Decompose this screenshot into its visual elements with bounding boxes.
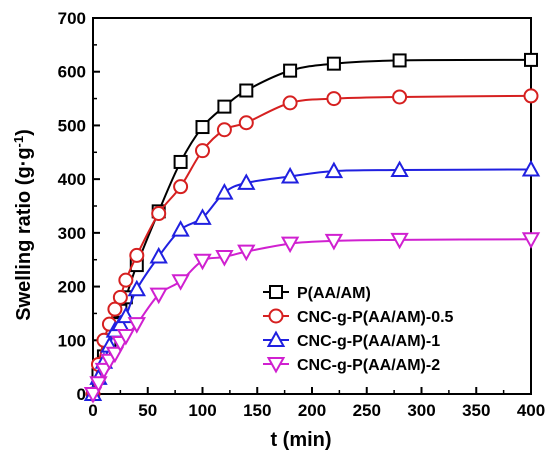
data-point	[326, 56, 341, 71]
data-point	[524, 52, 538, 67]
data-point	[392, 89, 408, 105]
data-point	[282, 95, 298, 111]
x-tick-label: 200	[298, 401, 326, 420]
legend-item: CNC-g-P(AA/AM)-1	[263, 330, 440, 350]
y-axis-title-end: )	[13, 129, 35, 136]
data-point	[215, 183, 234, 200]
data-point	[107, 301, 123, 317]
legend-marker	[266, 330, 286, 347]
data-point	[390, 232, 409, 250]
y-tick-label: 0	[77, 385, 86, 404]
data-point	[217, 99, 232, 114]
data-point	[237, 173, 256, 190]
legend-item: CNC-g-P(AA/AM)-0.5	[263, 308, 454, 326]
y-tick-label: 200	[58, 278, 86, 297]
data-point	[112, 289, 128, 305]
legend-label: CNC-g-P(AA/AM)-2	[297, 357, 440, 374]
data-point	[216, 122, 232, 138]
x-tick-label: 350	[462, 401, 490, 420]
legend-item: P(AA/AM)	[263, 285, 371, 302]
data-point	[127, 317, 146, 334]
data-point	[118, 272, 134, 288]
data-point	[116, 328, 136, 346]
series-2	[85, 88, 539, 402]
y-tick-label: 100	[58, 331, 86, 350]
data-point	[523, 88, 539, 104]
legend-item: CNC-g-P(AA/AM)-2	[263, 357, 440, 374]
y-axis-title-superscript: -1	[11, 136, 26, 148]
legend-marker	[266, 357, 286, 374]
data-point	[280, 166, 300, 184]
y-tick-label: 400	[58, 170, 86, 189]
y-tick-label: 600	[58, 63, 86, 82]
data-point	[521, 232, 541, 249]
x-axis-title: t (min)	[270, 429, 331, 451]
data-point	[149, 287, 168, 305]
data-point	[283, 63, 298, 78]
data-point	[521, 159, 541, 177]
data-point	[195, 143, 210, 159]
data-point	[94, 362, 114, 380]
data-point	[105, 346, 125, 364]
data-point	[324, 161, 344, 179]
data-point	[237, 244, 256, 262]
legend-marker	[269, 285, 283, 299]
data-point	[127, 279, 146, 297]
y-axis-title: Swelling ratio (g·g-1)	[11, 129, 35, 321]
legend-label: CNC-g-P(AA/AM)-1	[297, 333, 440, 350]
series-layer	[83, 52, 541, 404]
data-point	[173, 179, 189, 195]
data-point	[392, 53, 407, 68]
x-tick-label: 100	[188, 401, 216, 420]
data-point	[171, 274, 190, 291]
y-axis-ticks: 0 100 200 300 400 500 600 700	[58, 9, 100, 404]
data-point	[326, 91, 342, 107]
x-tick-label: 250	[353, 401, 381, 420]
data-point	[173, 154, 188, 169]
legend-label: CNC-g-P(AA/AM)-0.5	[297, 309, 454, 326]
data-point	[149, 246, 168, 264]
data-point	[193, 253, 212, 271]
x-tick-label: 150	[243, 401, 271, 420]
series-4	[83, 232, 541, 404]
data-point	[129, 247, 145, 263]
y-axis-title-main: Swelling ratio (g·g	[13, 147, 35, 320]
y-tick-label: 300	[58, 224, 86, 243]
y-tick-label: 700	[58, 9, 86, 28]
data-point	[89, 376, 108, 393]
data-point	[239, 83, 254, 98]
data-point	[215, 250, 234, 267]
data-point	[83, 387, 103, 404]
data-point	[280, 236, 300, 254]
x-axis-ticks: 0 50 100 150 200 250 300 350 400	[88, 387, 545, 420]
data-point	[171, 220, 190, 237]
data-point	[324, 233, 344, 251]
x-tick-label: 0	[88, 401, 97, 420]
x-tick-label: 50	[138, 401, 157, 420]
legend-marker	[268, 308, 284, 324]
data-point	[195, 120, 210, 135]
data-point	[193, 208, 212, 225]
x-tick-label: 400	[517, 401, 545, 420]
y-tick-label: 500	[58, 116, 86, 135]
x-tick-label: 300	[407, 401, 435, 420]
legend-label: P(AA/AM)	[297, 285, 371, 302]
data-point	[238, 115, 254, 131]
data-point	[151, 206, 167, 222]
legend: P(AA/AM) CNC-g-P(AA/AM)-0.5 CNC-g-P(AA/AM)…	[263, 285, 454, 374]
data-point	[390, 160, 409, 178]
